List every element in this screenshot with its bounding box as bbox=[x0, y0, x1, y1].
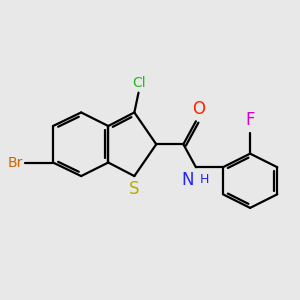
Text: N: N bbox=[181, 171, 194, 189]
Text: O: O bbox=[193, 100, 206, 118]
Text: F: F bbox=[245, 111, 255, 129]
Text: H: H bbox=[200, 173, 209, 187]
Text: Br: Br bbox=[8, 155, 23, 170]
Text: Cl: Cl bbox=[132, 76, 146, 89]
Text: S: S bbox=[129, 180, 140, 198]
